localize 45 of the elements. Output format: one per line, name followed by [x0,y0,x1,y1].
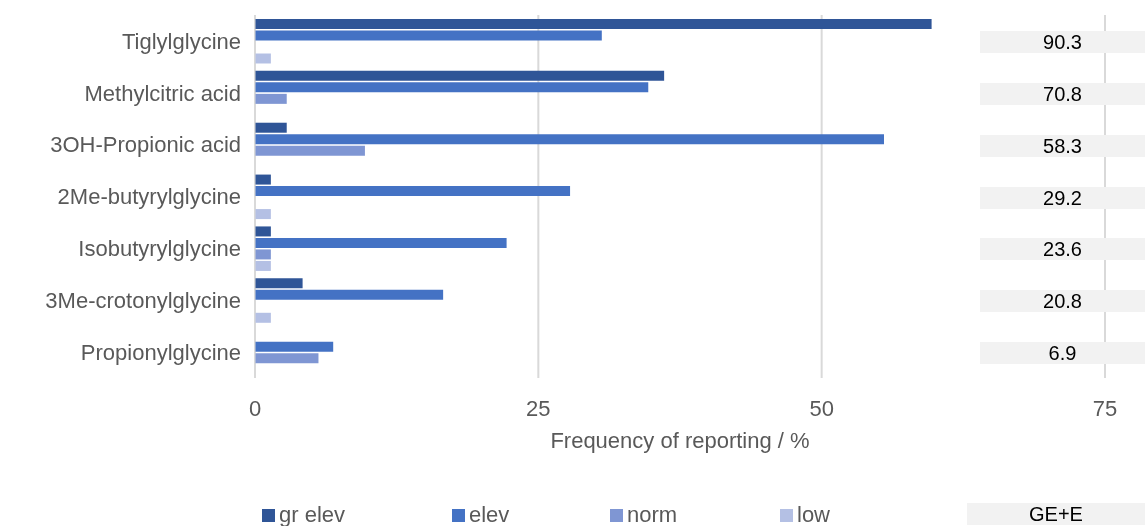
y-tick-label: 3Me-crotonylglycine [45,288,241,314]
bar [255,353,319,364]
bar [255,145,365,156]
bar [255,174,271,185]
bar [255,53,271,64]
bar [255,226,271,237]
x-tick-label: 50 [809,395,834,421]
text-box: 90.3 [980,30,1145,53]
legend-label: norm [627,502,678,526]
text-box: 70.8 [980,82,1145,105]
bar [255,186,571,197]
legend-label: gr elev [279,502,346,526]
text-box: 29.2 [980,186,1145,209]
legend-label: low [797,502,831,526]
bar [255,19,932,29]
y-tick-label: 3OH-Propionic acid [50,132,241,158]
bar [255,30,602,41]
y-tick-label: 2Me-butyrylglycine [57,184,241,210]
bar [255,341,334,352]
bar [255,134,884,145]
bar [255,260,271,271]
bar [255,93,287,104]
y-tick-label: Tiglylglycine [121,28,241,54]
bar [255,70,665,81]
legend-label: elev [469,502,510,526]
y-tick-label: Isobutyrylglycine [78,236,241,262]
bar [255,122,287,133]
y-tick-label: Propionylglycine [80,339,241,365]
x-tick-label: 25 [526,395,551,421]
text-box: GE+E [967,503,1145,525]
bar [255,289,444,300]
text-box: 20.8 [980,290,1145,313]
text-box: 23.6 [980,238,1145,261]
bar [255,209,271,220]
x-tick-label: 75 [1092,395,1118,421]
x-axis-title: Frequency of reporting / % [550,428,810,453]
text-box: 6.9 [980,342,1145,365]
bar [255,278,303,289]
bar [255,249,271,260]
bar [255,237,507,248]
bar [255,82,649,93]
y-tick-label: Methylcitric acid [84,80,241,106]
text-box: 58.3 [980,134,1145,157]
bar [255,312,271,323]
x-tick-label: 0 [248,395,262,421]
